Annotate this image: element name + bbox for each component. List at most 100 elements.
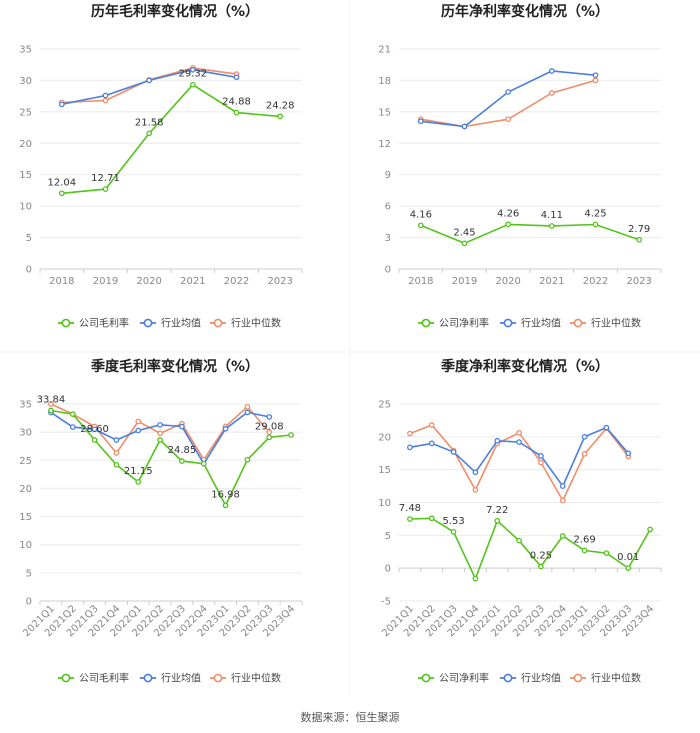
data-point-company[interactable] [266,434,273,441]
data-point-avg[interactable] [450,449,457,455]
data-point-company[interactable] [69,411,76,417]
data-point-avg[interactable] [69,424,76,430]
legend-item-median[interactable]: 行业中位数 [210,317,281,330]
data-point-company[interactable] [113,461,120,468]
data-point-median[interactable] [581,451,588,457]
data-point-avg[interactable] [581,433,588,440]
data-point-median[interactable] [559,497,566,504]
legend-item-avg[interactable]: 行业均值 [500,672,561,685]
data-point-company[interactable] [157,437,163,443]
data-point-avg[interactable] [494,437,501,444]
legend-item-median[interactable]: 行业中位数 [570,317,641,330]
data-point-median[interactable] [505,116,512,123]
legend-label: 公司毛利率 [79,672,129,685]
data-point-avg[interactable] [548,68,555,74]
data-point-company[interactable] [461,240,468,247]
data-point-avg[interactable] [179,423,185,430]
data-point-avg[interactable] [559,483,566,489]
data-point-avg[interactable] [189,66,196,73]
legend-item-median[interactable]: 行业中位数 [210,672,281,685]
data-point-median[interactable] [113,450,120,456]
data-point-company[interactable] [244,456,251,463]
data-point-avg[interactable] [625,450,632,457]
data-point-company[interactable] [407,516,413,522]
data-point-company[interactable] [559,533,566,539]
data-point-median[interactable] [157,430,163,437]
data-point-median[interactable] [244,403,251,410]
data-point-company[interactable] [102,186,109,192]
legend-item-company[interactable]: 公司毛利率 [58,672,129,685]
data-point-median[interactable] [407,430,413,437]
data-point-company[interactable] [189,81,196,88]
legend-item-company[interactable]: 公司净利率 [418,672,489,685]
data-point-avg[interactable] [91,426,98,433]
data-point-avg[interactable] [461,123,468,130]
data-point-avg[interactable] [266,414,273,420]
data-point-company[interactable] [647,526,653,533]
legend-item-company[interactable]: 公司毛利率 [58,317,129,330]
data-point-avg[interactable] [592,72,599,79]
data-point-avg[interactable] [58,101,65,108]
data-point-company[interactable] [58,190,65,197]
data-point-median[interactable] [48,401,54,407]
data-point-company[interactable] [581,547,588,554]
data-point-company[interactable] [417,222,424,229]
data-point-avg[interactable] [222,425,229,432]
data-point-median[interactable] [266,429,273,435]
data-point-median[interactable] [548,90,555,96]
data-point-company[interactable] [146,130,153,137]
legend-item-company[interactable]: 公司净利率 [418,317,489,330]
data-point-company[interactable] [450,529,457,535]
data-point-company[interactable] [494,517,501,524]
data-point-company[interactable] [538,563,544,570]
data-point-avg[interactable] [407,444,413,451]
data-point-company[interactable] [592,221,599,228]
data-point-avg[interactable] [472,469,479,476]
legend-item-avg[interactable]: 行业均值 [500,317,561,330]
data-point-median[interactable] [592,77,599,84]
data-point-company[interactable] [603,550,610,556]
data-point-company[interactable] [48,407,54,414]
data-point-company[interactable] [135,479,142,485]
data-point-company[interactable] [625,565,632,571]
data-point-avg[interactable] [113,437,120,443]
legend-item-median[interactable]: 行业中位数 [570,672,641,685]
data-point-median[interactable] [135,418,142,425]
data-point-company[interactable] [233,109,240,116]
data-point-median[interactable] [102,97,109,104]
data-point-avg[interactable] [428,440,435,447]
data-point-avg[interactable] [157,421,163,428]
data-point-company[interactable] [516,537,522,544]
data-point-company[interactable] [200,460,207,467]
data-point-company[interactable] [91,437,98,443]
data-point-avg[interactable] [538,453,544,459]
legend-item-avg[interactable]: 行业均值 [140,317,201,330]
data-point-avg[interactable] [233,74,240,81]
data-point-median[interactable] [516,430,522,436]
data-point-avg[interactable] [505,89,512,95]
data-point-company[interactable] [277,113,284,120]
legend-swatch-marker [573,673,583,683]
data-point-company[interactable] [548,223,555,229]
data-point-avg[interactable] [135,427,142,434]
data-point-company[interactable] [288,432,294,438]
data-point-company[interactable] [505,221,512,228]
data-point-company[interactable] [636,236,643,243]
data-point-company[interactable] [428,515,435,522]
data-point-median[interactable] [428,422,435,428]
data-point-company[interactable] [179,458,185,464]
data-point-avg[interactable] [603,424,610,431]
legend-swatch-marker [421,673,431,683]
data-point-avg[interactable] [146,77,153,84]
data-point-median[interactable] [538,459,544,466]
data-point-avg[interactable] [516,439,522,445]
data-point-avg[interactable] [102,92,109,99]
data-point-company[interactable] [222,502,229,509]
legend-item-avg[interactable]: 行业均值 [140,672,201,685]
data-label: 12.04 [48,177,77,188]
data-point-median[interactable] [472,487,479,493]
data-point-company[interactable] [472,575,479,582]
data-point-avg[interactable] [417,118,424,125]
data-point-avg[interactable] [244,409,251,416]
y-tick-label: 0 [26,265,32,276]
